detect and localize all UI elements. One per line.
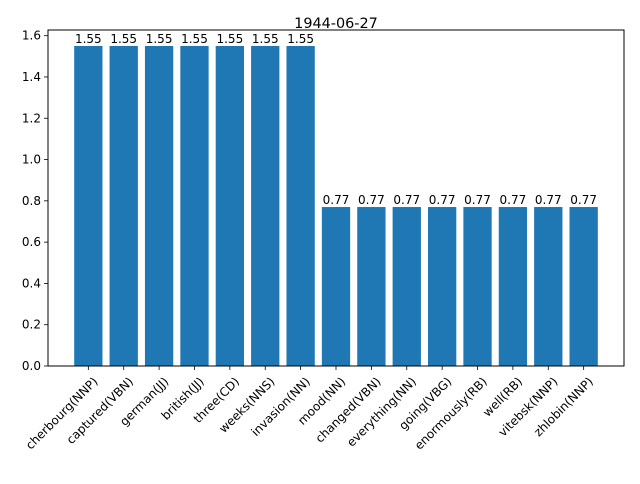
bar-value-label-7: 0.77 bbox=[323, 193, 350, 207]
bar-2 bbox=[144, 46, 174, 366]
bar-0 bbox=[74, 46, 103, 366]
bar-value-label-13: 0.77 bbox=[535, 193, 562, 207]
y-tick-label-1: 0.2 bbox=[22, 318, 41, 332]
y-tick-label-8: 1.6 bbox=[22, 29, 41, 43]
bar-3 bbox=[180, 46, 209, 366]
bar-value-label-11: 0.77 bbox=[464, 193, 491, 207]
y-tick-label-5: 1.0 bbox=[22, 153, 41, 167]
bar-4 bbox=[215, 46, 245, 366]
bar-value-label-14: 0.77 bbox=[570, 193, 597, 207]
plot-frame bbox=[47, 29, 625, 367]
bar-1 bbox=[109, 46, 138, 366]
bar-12 bbox=[498, 207, 528, 366]
value-labels-layer: 1.55 1.55 1.55 1.55 1.55 1.55 1.55 0.77 0.77 0.77… bbox=[75, 32, 597, 207]
y-tick-label-3: 0.6 bbox=[22, 235, 41, 249]
y-axis: 0.0 0.2 0.4 0.6 0.8 1.0 1.2 1.4 1.6 bbox=[22, 29, 48, 373]
y-tick-label-6: 1.2 bbox=[22, 111, 41, 125]
bar-value-label-1: 1.55 bbox=[110, 32, 137, 46]
x-axis: cherbourg(NNP)captured(VBN)german(JJ)bri… bbox=[23, 366, 596, 452]
bar-value-label-2: 1.55 bbox=[146, 32, 173, 46]
y-tick-label-7: 1.4 bbox=[22, 70, 41, 84]
bar-value-label-6: 1.55 bbox=[287, 32, 314, 46]
bar-value-label-9: 0.77 bbox=[393, 193, 420, 207]
bar-5 bbox=[251, 46, 280, 366]
bar-value-label-0: 1.55 bbox=[75, 32, 102, 46]
bar-8 bbox=[357, 207, 386, 366]
chart-title: 1944-06-27 bbox=[294, 16, 378, 32]
bar-value-label-4: 1.55 bbox=[216, 32, 243, 46]
bar-value-label-5: 1.55 bbox=[252, 32, 279, 46]
bar-value-label-12: 0.77 bbox=[500, 193, 527, 207]
bar-9 bbox=[392, 207, 421, 366]
bar-value-label-10: 0.77 bbox=[429, 193, 456, 207]
bar-value-label-3: 1.55 bbox=[181, 32, 208, 46]
bar-14 bbox=[569, 207, 598, 366]
y-tick-label-2: 0.4 bbox=[22, 276, 41, 290]
bar-7 bbox=[321, 207, 351, 366]
bar-value-label-8: 0.77 bbox=[358, 193, 385, 207]
y-tick-label-0: 0.0 bbox=[22, 359, 41, 373]
bar-6 bbox=[286, 46, 315, 366]
bar-11 bbox=[463, 207, 492, 366]
bar-10 bbox=[427, 207, 457, 366]
bar-13 bbox=[534, 207, 563, 366]
y-tick-label-4: 0.8 bbox=[22, 194, 41, 208]
bars-layer bbox=[74, 46, 598, 366]
